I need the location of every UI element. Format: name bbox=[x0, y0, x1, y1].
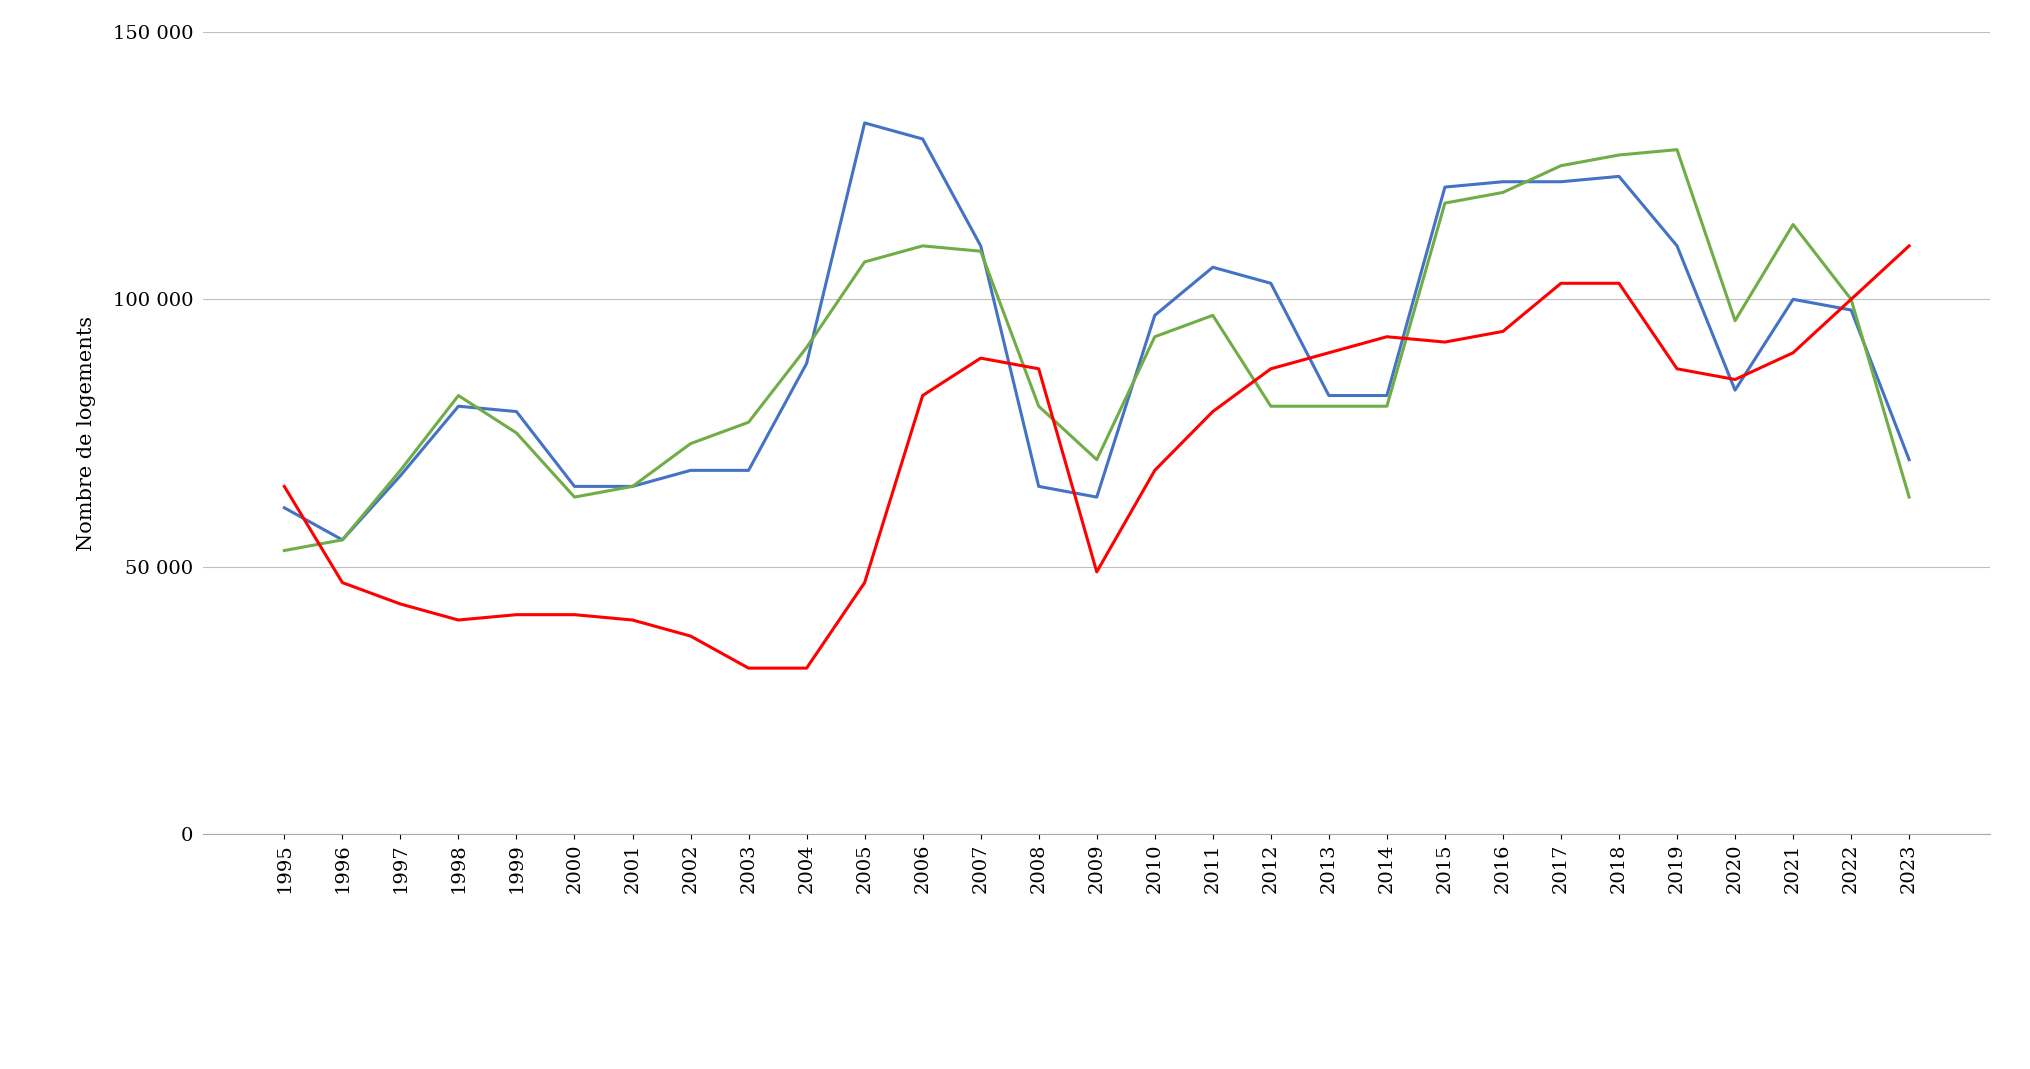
Y-axis label: Nombre de logements: Nombre de logements bbox=[77, 315, 95, 551]
